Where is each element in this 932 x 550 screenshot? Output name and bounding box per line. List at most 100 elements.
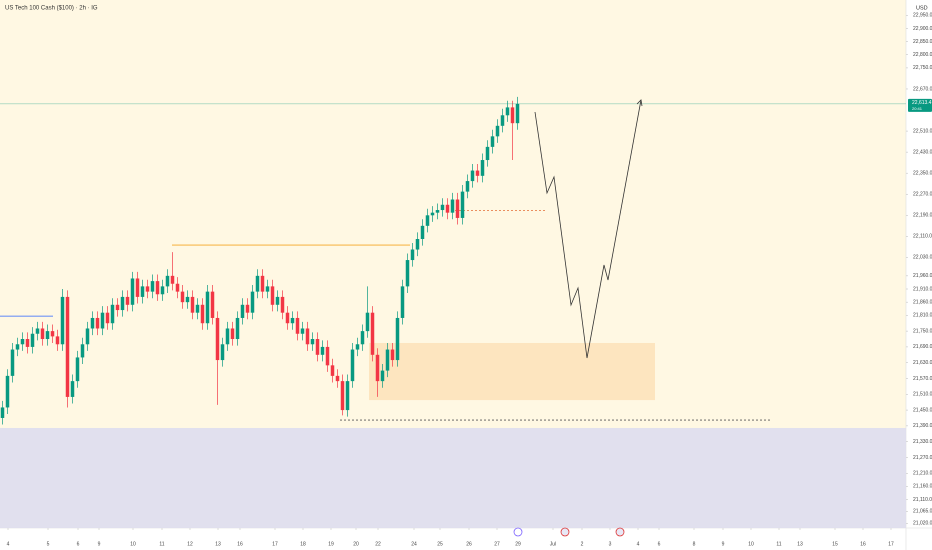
candle-body	[160, 286, 165, 295]
x-tick-label: 16	[860, 541, 866, 547]
candle-body	[185, 296, 190, 303]
candle-body	[45, 331, 50, 340]
candle-body	[355, 344, 360, 350]
y-tick-label: 21,020.0	[913, 521, 932, 527]
candles	[0, 96, 520, 425]
y-tick-label: 22,190.0	[913, 213, 932, 219]
candle-body	[415, 238, 420, 250]
candle-body	[180, 291, 185, 303]
candle-body	[5, 375, 10, 408]
x-tick-label: 4	[7, 541, 10, 547]
y-tick-label: 21,160.0	[913, 484, 932, 490]
zones	[0, 342, 906, 528]
x-tick-label: 12	[187, 541, 193, 547]
candle-body	[225, 328, 230, 345]
x-tick-label: 10	[130, 541, 136, 547]
candle-body	[360, 331, 365, 345]
y-tick-label: 22,800.0	[913, 52, 932, 58]
y-tick-label: 21,450.0	[913, 407, 932, 413]
y-tick-label: 22,670.0	[913, 86, 932, 92]
y-tick-label: 21,690.0	[913, 344, 932, 350]
candle-body	[135, 278, 140, 297]
candle-body	[280, 296, 285, 313]
candle-body	[480, 160, 485, 176]
y-tick-label: 21,510.0	[913, 392, 932, 398]
x-tick-label: 4	[637, 541, 640, 547]
candle-body	[290, 317, 295, 324]
price-scale	[906, 0, 932, 550]
candle-body	[380, 370, 385, 382]
y-tick-label: 22,350.0	[913, 171, 932, 177]
candle-body	[265, 286, 270, 292]
y-tick-label: 22,270.0	[913, 192, 932, 198]
x-tick-label: 19	[328, 541, 334, 547]
x-tick-label: 24	[411, 541, 417, 547]
x-tick-label: 11	[776, 541, 781, 547]
candle-body	[240, 304, 245, 318]
y-tick-label: 22,110.0	[913, 234, 932, 240]
candle-body	[400, 286, 405, 318]
candle-body	[470, 170, 475, 182]
candle-body	[490, 136, 495, 147]
candle-body	[395, 317, 400, 361]
candle-body	[335, 375, 340, 382]
candle-body	[145, 286, 150, 292]
candle-body	[35, 328, 40, 334]
candle-body	[275, 296, 280, 305]
chart-title: US Tech 100 Cash ($100) · 2h · IG	[5, 6, 98, 12]
event-icons	[513, 527, 625, 537]
candle-body	[410, 249, 415, 261]
candle-body	[375, 354, 380, 382]
candle-body	[325, 346, 330, 366]
candle-body	[460, 191, 465, 218]
candle-body	[90, 317, 95, 329]
candle-body	[445, 204, 450, 213]
x-tick-label: 16	[237, 541, 243, 547]
candle-body	[310, 339, 315, 345]
candle-body	[95, 317, 100, 329]
x-tick-label: 18	[300, 541, 306, 547]
event-icon[interactable]	[615, 527, 625, 537]
x-tick-label: 27	[494, 541, 500, 547]
candle-body	[500, 115, 505, 126]
y-tick-label: 22,850.0	[913, 39, 932, 45]
candle-body	[505, 107, 510, 116]
candle-body	[300, 328, 305, 334]
x-tick-label: 20	[353, 541, 359, 547]
candle-body	[140, 286, 145, 297]
x-tick-label: 13	[797, 541, 803, 547]
y-tick-label: 22,950.0	[913, 13, 932, 19]
candle-body	[155, 281, 160, 295]
candle-body	[365, 312, 370, 332]
candle-body	[450, 199, 455, 213]
candle-body	[75, 357, 80, 382]
candle-body	[385, 349, 390, 371]
y-tick-label: 21,390.0	[913, 423, 932, 429]
x-tick-label: 5	[47, 541, 50, 547]
candle-body	[30, 333, 35, 347]
candle-body	[105, 312, 110, 324]
candle-body	[130, 278, 135, 305]
candle-body	[440, 204, 445, 211]
event-icon[interactable]	[513, 527, 523, 537]
x-tick-label: 10	[748, 541, 754, 547]
y-tick-label: 21,570.0	[913, 376, 932, 382]
candle-body	[220, 344, 225, 361]
y-tick-label: 22,030.0	[913, 255, 932, 261]
last-price-label: 22,613.4	[912, 100, 932, 106]
x-tick-label: 9	[722, 541, 725, 547]
candle-body	[60, 296, 65, 345]
candle-body	[330, 365, 335, 376]
candle-body	[115, 304, 120, 311]
x-tick-label: 22	[375, 541, 381, 547]
y-tick-label: 21,750.0	[913, 328, 932, 334]
event-icon[interactable]	[560, 527, 570, 537]
candle-body	[475, 170, 480, 176]
projection-path	[534, 99, 642, 359]
x-tick-label: 17	[272, 541, 278, 547]
x-tick-label: 15	[832, 541, 838, 547]
candle-body	[515, 103, 520, 124]
candle-body	[430, 212, 435, 216]
y-tick-label: 22,750.0	[913, 65, 932, 71]
